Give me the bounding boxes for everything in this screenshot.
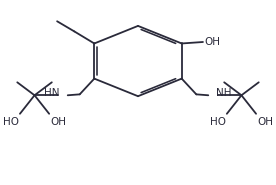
- Text: NH: NH: [216, 88, 232, 98]
- Text: HO: HO: [2, 117, 18, 127]
- Text: OH: OH: [258, 117, 274, 127]
- Text: HO: HO: [209, 117, 225, 127]
- Text: HN: HN: [44, 88, 60, 98]
- Text: OH: OH: [204, 37, 220, 47]
- Text: OH: OH: [51, 117, 67, 127]
